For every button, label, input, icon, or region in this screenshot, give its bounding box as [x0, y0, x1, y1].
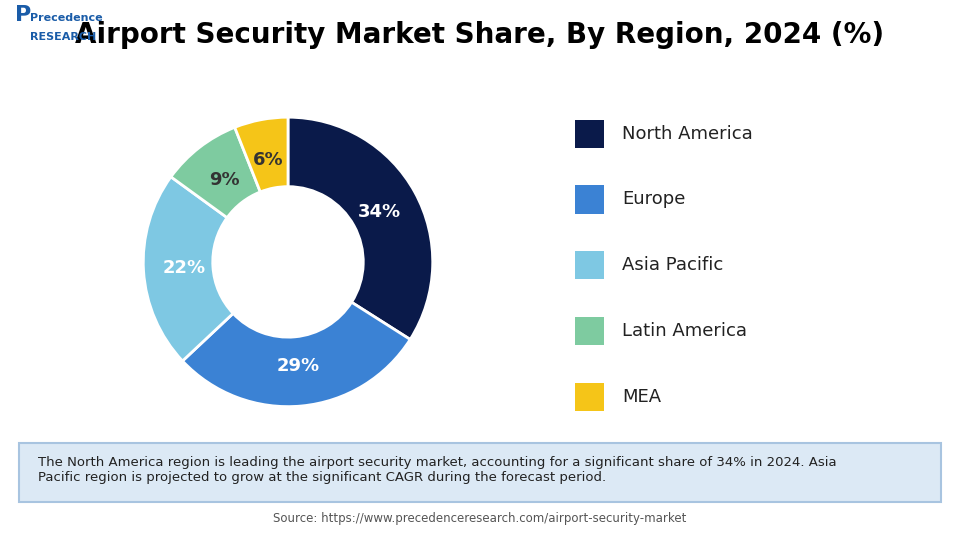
FancyBboxPatch shape	[575, 119, 604, 147]
FancyBboxPatch shape	[575, 317, 604, 345]
FancyBboxPatch shape	[19, 443, 941, 502]
Text: RESEARCH: RESEARCH	[31, 31, 97, 42]
Text: Airport Security Market Share, By Region, 2024 (%): Airport Security Market Share, By Region…	[76, 21, 884, 49]
Wedge shape	[143, 177, 233, 361]
Text: 34%: 34%	[358, 202, 401, 221]
FancyBboxPatch shape	[575, 185, 604, 213]
Wedge shape	[182, 302, 410, 407]
Wedge shape	[288, 117, 433, 340]
Wedge shape	[235, 117, 288, 192]
Text: North America: North America	[622, 125, 754, 143]
Text: Asia Pacific: Asia Pacific	[622, 256, 724, 274]
Text: 22%: 22%	[162, 259, 205, 278]
Text: MEA: MEA	[622, 388, 661, 406]
FancyBboxPatch shape	[575, 251, 604, 279]
Text: 6%: 6%	[253, 151, 284, 168]
Wedge shape	[171, 127, 260, 218]
Text: Precedence: Precedence	[31, 13, 103, 23]
Text: Latin America: Latin America	[622, 322, 748, 340]
Text: Europe: Europe	[622, 191, 685, 208]
Text: Source: https://www.precedenceresearch.com/airport-security-market: Source: https://www.precedenceresearch.c…	[274, 512, 686, 525]
Text: 29%: 29%	[276, 356, 320, 375]
FancyBboxPatch shape	[575, 383, 604, 411]
Text: P: P	[15, 5, 32, 25]
Text: 9%: 9%	[209, 171, 239, 188]
Text: The North America region is leading the airport security market, accounting for : The North America region is leading the …	[37, 456, 836, 483]
